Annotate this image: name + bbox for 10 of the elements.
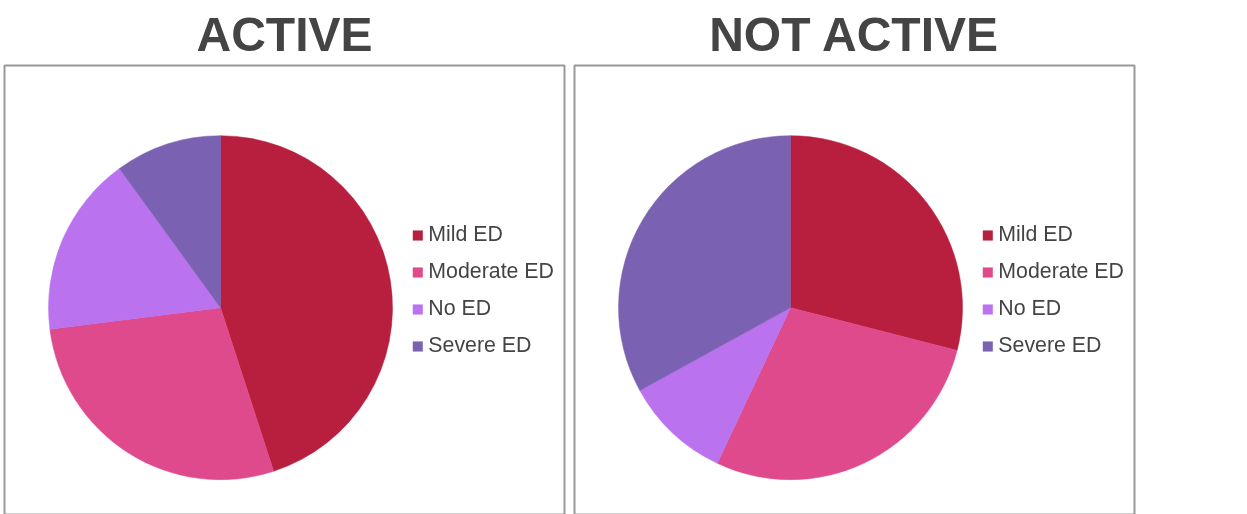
legend-label: Severe ED bbox=[998, 333, 1102, 358]
legend-label: No ED bbox=[998, 296, 1062, 321]
legend-label: Moderate ED bbox=[998, 259, 1124, 284]
legend-label: Mild ED bbox=[998, 222, 1073, 247]
legend-label: No ED bbox=[428, 296, 492, 321]
chart-title: NOT ACTIVE bbox=[709, 7, 999, 61]
legend-label: Severe ED bbox=[428, 333, 532, 358]
legend-label: Moderate ED bbox=[428, 259, 554, 284]
chart-title: ACTIVE bbox=[196, 7, 373, 61]
legend-label: Mild ED bbox=[428, 222, 503, 247]
